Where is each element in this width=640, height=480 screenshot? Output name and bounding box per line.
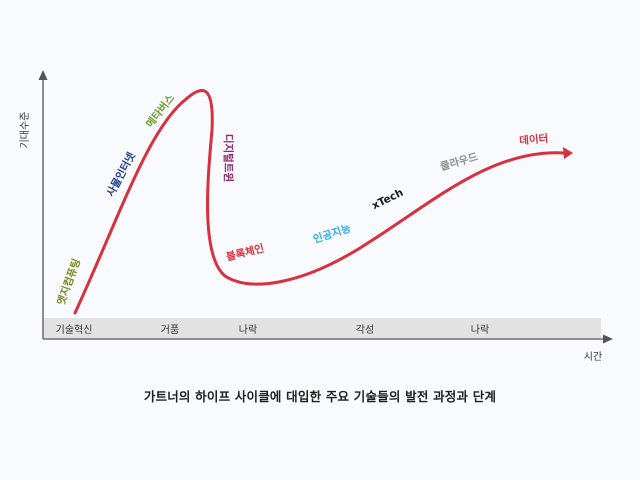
hype-curve (73, 88, 567, 315)
tech-label-edge-computing: 엣지컴퓨팅 (54, 257, 83, 307)
tech-label-digital-twin: 디지털트윈 (222, 134, 235, 182)
y-axis-label: 기대수준 (19, 112, 31, 149)
hype-curve-arrow (563, 147, 573, 159)
tech-label-xtech: xTech (370, 187, 405, 212)
stage-label-plateau: 나락 (471, 324, 489, 336)
figure-caption: 가트너의 하이프 사이클에 대입한 주요 기술들의 발전 과정과 단계 (143, 389, 497, 404)
y-axis-arrow (38, 70, 48, 80)
stage-label-enlightenment: 각성 (356, 324, 374, 336)
stage-band (43, 318, 601, 339)
stage-label-innovation: 기술혁신 (56, 324, 93, 336)
tech-label-cloud: 클라우드 (439, 150, 480, 173)
tech-label-blockchain: 블록체인 (225, 242, 266, 264)
stage-label-trough: 나락 (239, 324, 257, 336)
tech-label-data: 데이터 (519, 132, 549, 147)
x-axis-arrow (603, 334, 613, 344)
tech-label-iot: 사물인터넷 (104, 150, 138, 199)
x-axis-label: 시간 (584, 351, 602, 363)
tech-label-ai: 인공지능 (312, 221, 353, 245)
stage-label-peak: 거품 (161, 324, 179, 336)
